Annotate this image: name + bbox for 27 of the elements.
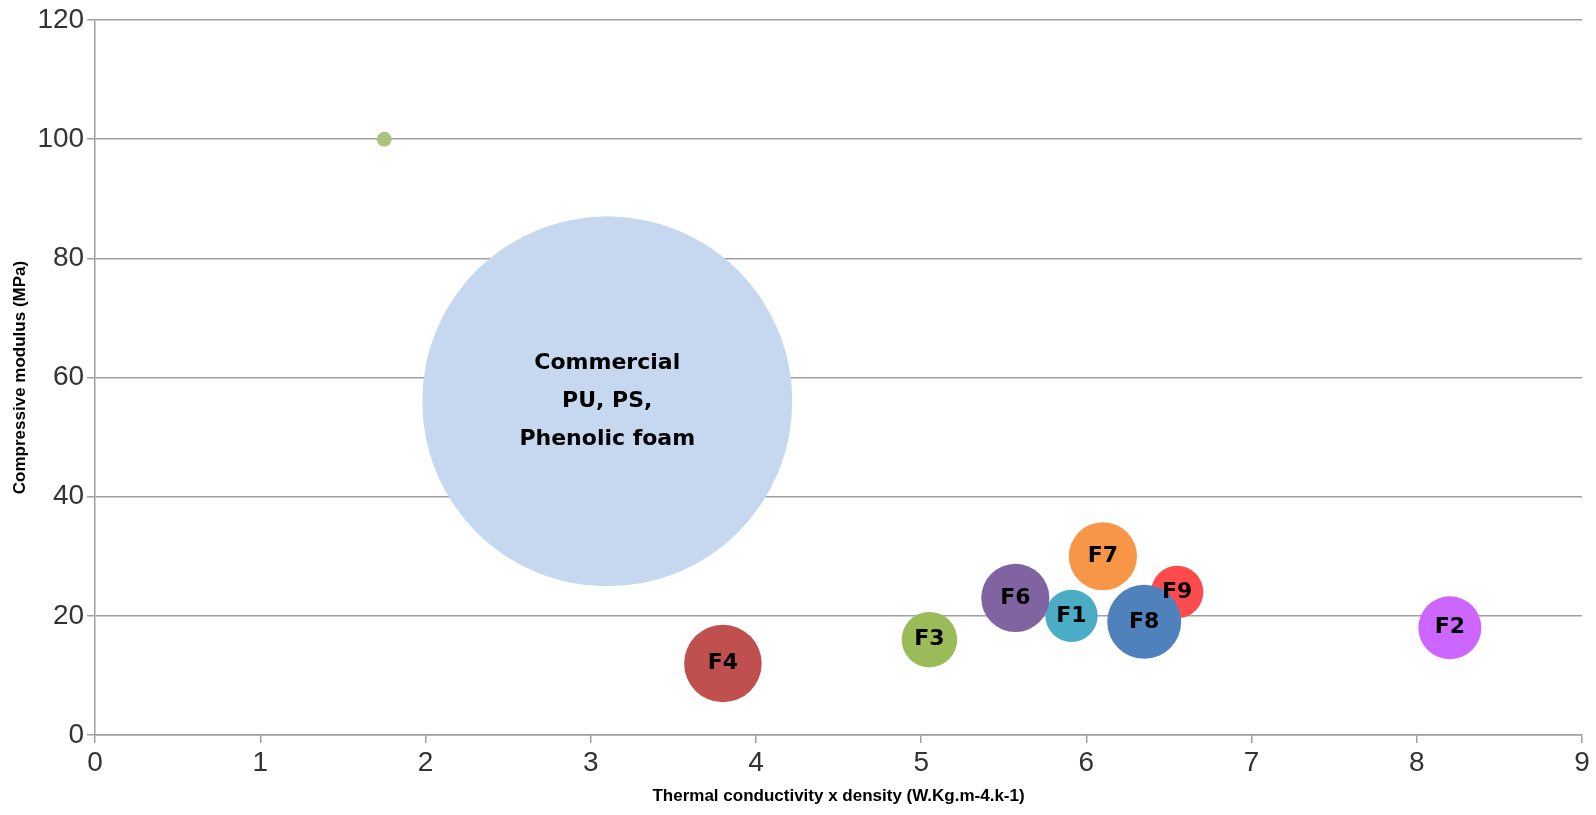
y-tick-label: 0	[68, 717, 85, 749]
x-tick-label: 1	[252, 745, 269, 777]
series-label: F1	[1056, 601, 1087, 627]
series-label: F8	[1129, 607, 1160, 633]
x-tick-label: 9	[1574, 745, 1590, 777]
series-label: F7	[1087, 541, 1119, 567]
x-tick-label: 3	[582, 745, 599, 777]
series-label: F9	[1162, 577, 1193, 603]
y-tick-label: 60	[52, 360, 85, 392]
series-label: F3	[914, 625, 945, 651]
x-tick-label: 7	[1243, 745, 1260, 777]
x-tick-label: 5	[913, 745, 929, 777]
series-label: F6	[1000, 583, 1031, 609]
x-tick-label: 2	[417, 745, 434, 777]
x-tick-label: 8	[1409, 745, 1425, 777]
y-tick-label: 120	[37, 2, 85, 34]
y-tick-label: 100	[37, 121, 85, 153]
series-label: Commercial PU, PS, Phenolic foam	[519, 349, 696, 451]
x-tick-label: 4	[748, 745, 764, 777]
y-tick-label: 80	[52, 241, 85, 273]
y-tick-label: 20	[52, 598, 85, 630]
y-axis-title: Compressive modulus (MPa)	[9, 260, 29, 495]
x-axis-title: Thermal conductivity x density (W.Kg.m-4.k-1)	[652, 786, 1025, 806]
y-tick-label: 40	[52, 479, 85, 511]
x-tick-label: 6	[1078, 745, 1095, 777]
series-label: F4	[707, 649, 739, 675]
series-label: F2	[1434, 613, 1465, 639]
